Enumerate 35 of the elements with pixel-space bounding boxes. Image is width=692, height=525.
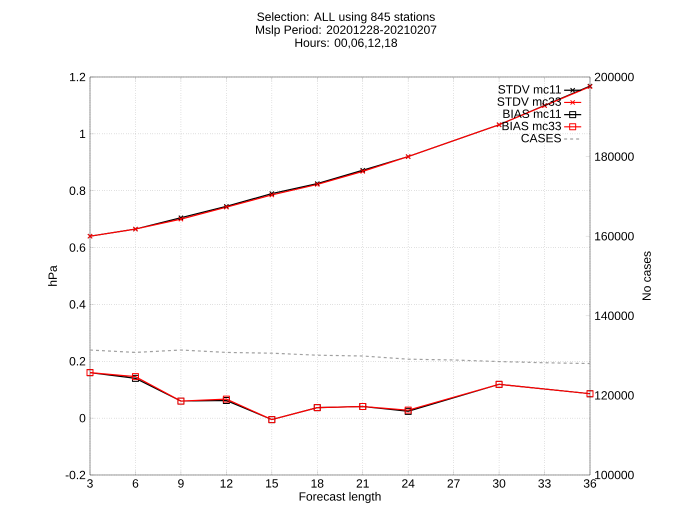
x-tick-label: 30 xyxy=(492,479,506,488)
y2-axis-title: No cases xyxy=(642,251,651,300)
x-tick-label: 33 xyxy=(538,479,551,488)
x-tick-label: 21 xyxy=(356,479,369,488)
chart-subtitle: Mslp Period: 20201228-20210207 xyxy=(256,25,436,36)
y2-tick-label: 100000 xyxy=(595,470,634,480)
y2-tick-label: 160000 xyxy=(595,232,634,240)
y-tick-label: 0 xyxy=(80,414,86,422)
x-tick-label: 12 xyxy=(220,479,232,488)
x-axis-title: Forecast length xyxy=(300,492,381,504)
x-tick-label: 15 xyxy=(266,479,278,488)
x-tick-label: 27 xyxy=(448,479,460,488)
x-tick-label: 6 xyxy=(132,479,138,488)
legend-label: BIAS mc33 xyxy=(502,122,561,130)
x-tick-label: 9 xyxy=(178,479,184,488)
y2-tick-label: 200000 xyxy=(594,72,634,82)
y-tick-label: 0.8 xyxy=(70,186,86,195)
y-tick-label: 0.2 xyxy=(70,357,86,366)
y-axis-title: hPa xyxy=(48,265,57,286)
x-tick-label: 24 xyxy=(402,479,415,488)
text: Hours: 00,06,12,18 xyxy=(295,38,398,48)
y2-tick-label: 140000 xyxy=(595,312,634,320)
x-tick-label: 36 xyxy=(584,479,596,488)
legend-label: STDV mc11 xyxy=(498,85,561,94)
y-tick-label: 0.4 xyxy=(70,300,86,309)
y2-tick-label: 120000 xyxy=(595,391,634,400)
y-tick-label: 1 xyxy=(80,130,86,138)
chart-title: Selection: ALL using 845 stations xyxy=(257,12,435,24)
y-tick-label: -0.2 xyxy=(66,470,86,480)
legend-label: CASES xyxy=(521,134,561,142)
x-tick-label: 3 xyxy=(87,479,93,488)
x-tick-label: 18 xyxy=(312,479,324,488)
y-tick-label: 1.2 xyxy=(70,72,86,82)
y2-tick-label: 180000 xyxy=(595,152,634,161)
y-tick-label: 0.6 xyxy=(70,243,86,252)
